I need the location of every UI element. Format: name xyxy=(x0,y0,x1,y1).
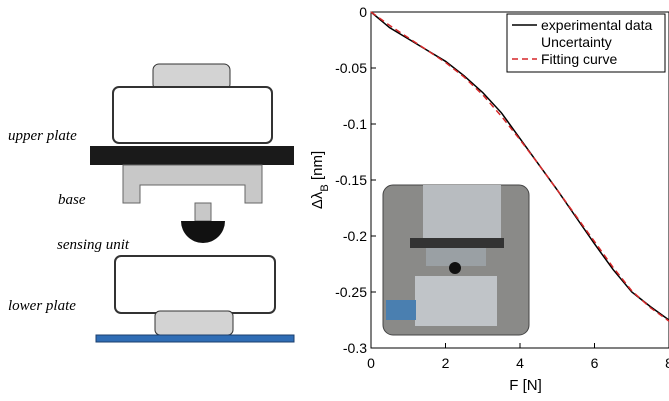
bottom-block xyxy=(155,311,233,335)
base xyxy=(90,146,294,165)
y-tick-label: -0.25 xyxy=(335,284,367,300)
diagram: upper plate base sensing unit lower plat… xyxy=(8,64,294,342)
photo-base xyxy=(410,238,504,248)
legend-label: Fitting curve xyxy=(541,51,617,67)
label: base xyxy=(58,192,86,208)
inset-photo xyxy=(383,185,529,335)
x-tick-label: 6 xyxy=(591,355,599,371)
y-axis-label: ΔλB [nm] xyxy=(309,151,331,209)
sensing-dome xyxy=(181,221,225,243)
photo-sensor xyxy=(449,262,461,274)
x-tick-label: 8 xyxy=(665,355,669,371)
photo-lower xyxy=(415,276,497,326)
label: sensing unit xyxy=(57,237,130,253)
figure: upper plate base sensing unit lower plat… xyxy=(0,0,669,401)
x-axis-label: F [N] xyxy=(509,377,542,394)
bracket xyxy=(123,165,262,203)
photo-upper xyxy=(423,185,501,240)
y-tick-label: -0.2 xyxy=(343,228,367,244)
y-axis-label-part: B xyxy=(319,184,331,191)
x-tick-label: 2 xyxy=(442,355,450,371)
y-tick-label: -0.3 xyxy=(343,340,367,356)
legend-label: Uncertainty xyxy=(541,34,612,50)
legend-label: experimental data xyxy=(541,17,653,33)
photo-cable xyxy=(386,300,416,320)
lower-plate xyxy=(115,256,275,313)
label: lower plate xyxy=(8,298,76,314)
y-tick-label: 0 xyxy=(359,4,367,20)
x-tick-label: 0 xyxy=(367,355,375,371)
y-tick-label: -0.05 xyxy=(335,60,367,76)
label: upper plate xyxy=(8,128,77,144)
y-tick-label: -0.15 xyxy=(335,172,367,188)
x-tick-label: 4 xyxy=(516,355,524,371)
y-axis-label-part: Δλ xyxy=(309,191,326,209)
upper-plate xyxy=(113,87,272,143)
sensor-stem xyxy=(195,203,211,221)
y-axis-label-part: [nm] xyxy=(309,151,326,184)
y-tick-label: -0.1 xyxy=(343,116,367,132)
floor xyxy=(96,335,294,342)
